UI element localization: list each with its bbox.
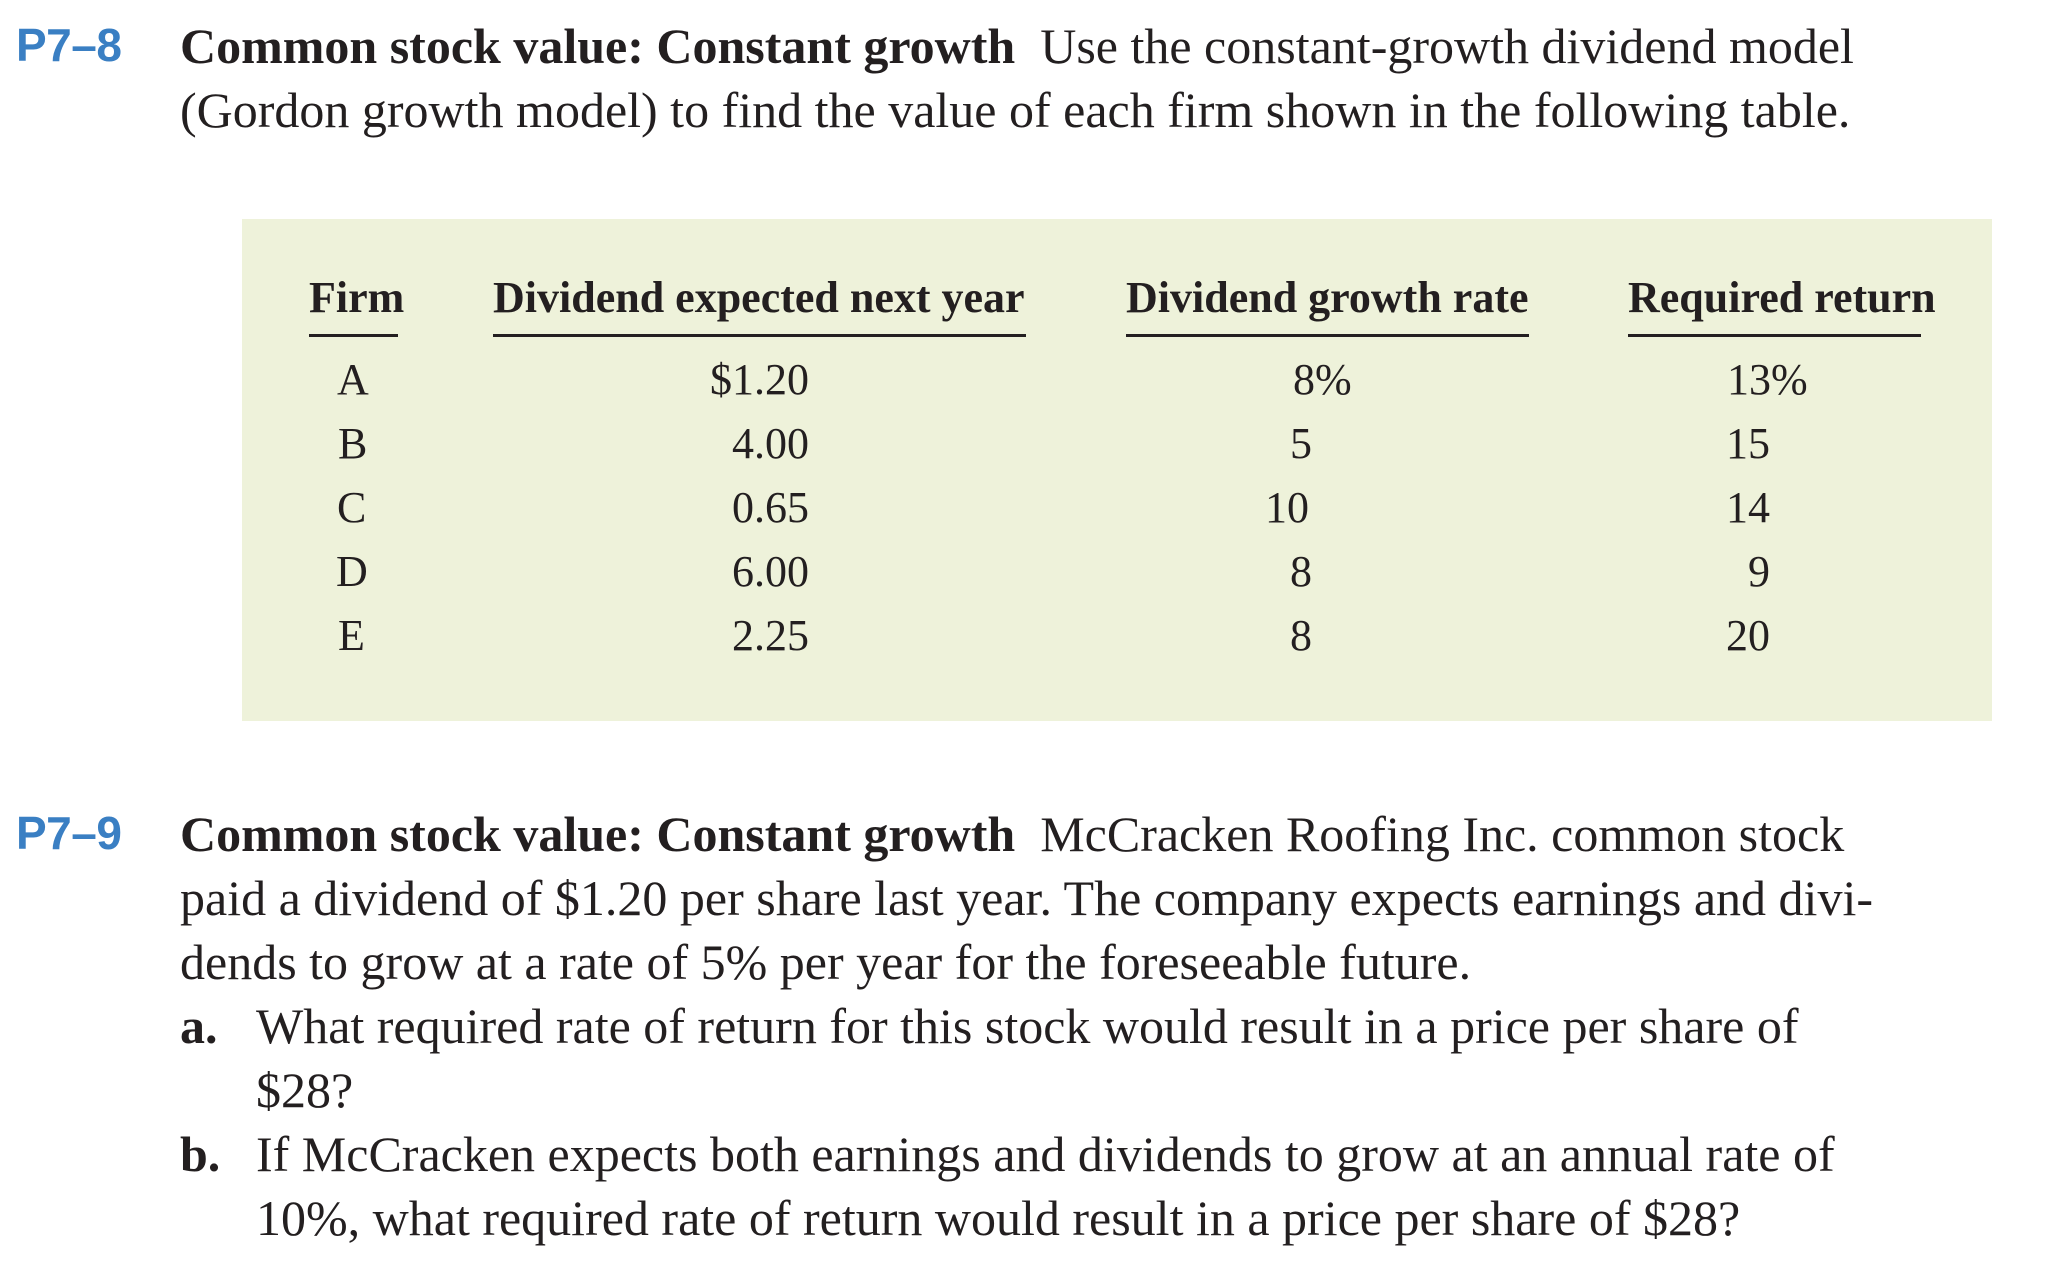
problem-number: P7–9 — [16, 807, 122, 859]
firm-cell: D — [336, 547, 368, 596]
firm-cell: A — [337, 355, 369, 404]
problem-text-line: dends to grow at a rate of 5% per year f… — [180, 934, 1472, 990]
growth-rate-cell: 8% — [1293, 355, 1352, 404]
dividend-cell: 0.65 — [732, 483, 809, 532]
question-text-line: What required rate of return for this st… — [256, 998, 1799, 1054]
required-return-cell: 20 — [1726, 611, 1770, 660]
question-text-line: 10%, what required rate of return would … — [256, 1190, 1741, 1246]
table-header-dividend-next-year: Dividend expected next year — [493, 273, 1025, 322]
problem-statement: Common stock value: Constant growth McCr… — [180, 802, 2040, 994]
header-rule — [493, 334, 1026, 337]
required-return-cell: 15 — [1726, 419, 1770, 468]
problem-text-line: Use the constant-growth dividend model — [1040, 18, 1854, 74]
growth-rate-cell: 8 — [1290, 547, 1312, 596]
problem-text-line: paid a dividend of $1.20 per share last … — [180, 870, 1873, 926]
problem-title: Common stock value: Constant growth — [180, 18, 1016, 74]
required-return-cell: 9 — [1748, 547, 1770, 596]
header-rule — [1126, 334, 1529, 337]
table-header-growth-rate: Dividend growth rate — [1126, 273, 1529, 322]
problem-number: P7–8 — [16, 19, 122, 71]
problem-statement: Common stock value: Constant growth Use … — [180, 14, 2040, 142]
firm-cell: E — [338, 611, 365, 660]
question-letter: b. — [180, 1126, 221, 1182]
dividend-cell: 4.00 — [732, 419, 809, 468]
data-table-background — [242, 219, 1992, 721]
question-text-line: $28? — [256, 1062, 354, 1118]
dividend-cell: 6.00 — [732, 547, 809, 596]
table-header-firm: Firm — [309, 273, 405, 322]
question-letter: a. — [180, 998, 218, 1054]
firm-cell: B — [338, 419, 368, 468]
dividend-cell: 2.25 — [732, 611, 809, 660]
required-return-cell: 13% — [1727, 355, 1808, 404]
problem-text-line: (Gordon growth model) to find the value … — [180, 82, 1851, 138]
problem-title: Common stock value: Constant growth — [180, 806, 1016, 862]
table-header-required-return: Required return — [1628, 273, 1936, 322]
firm-cell: C — [337, 483, 367, 532]
header-rule — [309, 334, 398, 337]
growth-rate-cell: 10 — [1265, 483, 1309, 532]
question-text-line: If McCracken expects both earnings and d… — [256, 1126, 1835, 1182]
growth-rate-cell: 8 — [1290, 611, 1312, 660]
header-rule — [1628, 334, 1921, 337]
growth-rate-cell: 5 — [1290, 419, 1312, 468]
problem-text-line: McCracken Roofing Inc. common stock — [1040, 806, 1845, 862]
dividend-cell: $1.20 — [710, 355, 809, 404]
required-return-cell: 14 — [1726, 483, 1770, 532]
